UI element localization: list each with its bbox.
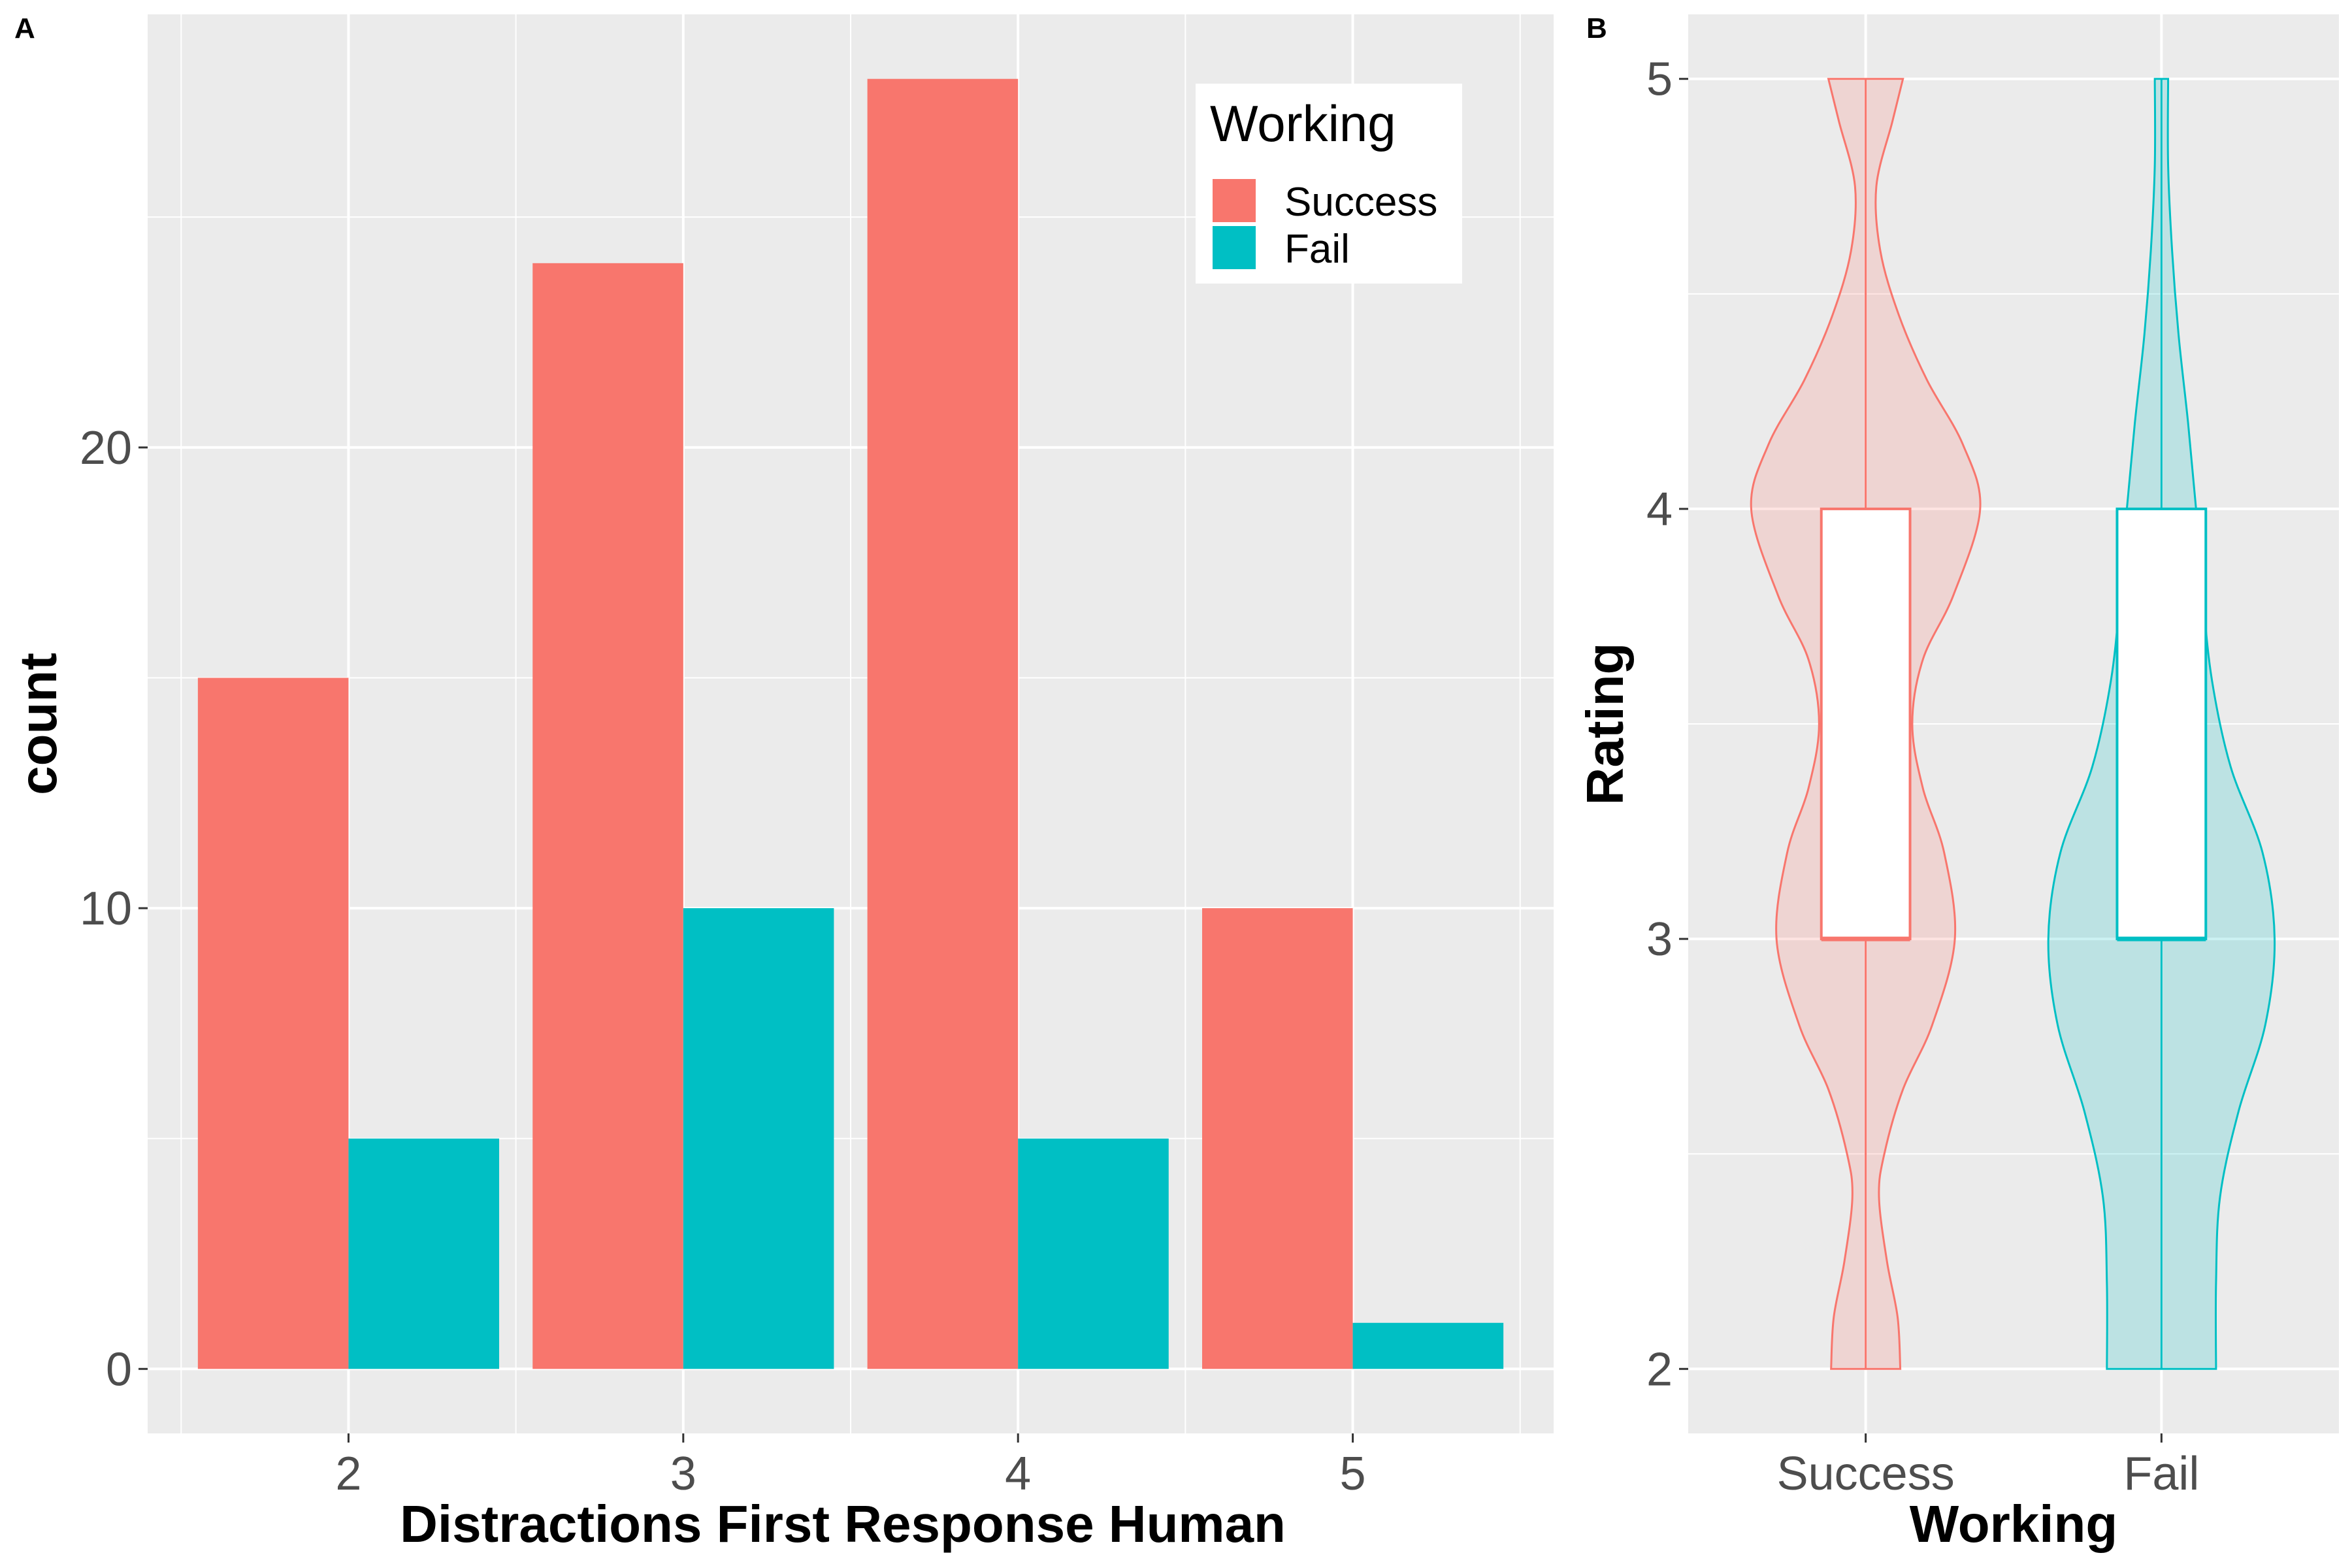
legend: Working Success Fail: [1196, 84, 1462, 284]
bar-fail-3: [683, 908, 834, 1369]
panel-b-x-ticks: Success Fail: [1777, 1433, 2199, 1500]
bar-success-4: [867, 78, 1019, 1369]
panel-b-violins: [1750, 78, 2276, 1370]
y-tick-label: 2: [1646, 1343, 1673, 1396]
panel-b-tag: B: [1586, 12, 1607, 44]
panel-a-y-ticks: 0 10 20: [80, 422, 148, 1396]
panel-b-violin-chart: B 2 3 4 5 Success Fail Working Rating: [1576, 12, 2339, 1553]
panel-a-bars: [197, 78, 1504, 1369]
x-tick-label: 2: [335, 1448, 361, 1500]
panel-b-x-axis-title: Working: [1910, 1495, 2118, 1553]
panel-a-x-axis-title: Distractions First Response Human: [400, 1495, 1286, 1553]
x-tick-label: Success: [1777, 1448, 1955, 1500]
legend-swatch-fail: [1213, 226, 1256, 269]
x-tick-label: 4: [1005, 1448, 1031, 1500]
panel-b-y-ticks: 2 3 4 5: [1646, 54, 1688, 1396]
bar-fail-5: [1352, 1322, 1504, 1369]
x-tick-label: 3: [670, 1448, 696, 1500]
panel-b-y-axis-title: Rating: [1576, 643, 1634, 806]
box-fail: [2115, 507, 2208, 941]
bar-success-2: [197, 678, 349, 1369]
panel-a-x-ticks: 2 3 4 5: [335, 1433, 1366, 1500]
panel-a-bar-chart: A 0 10 20 2 3 4 5 Distractions First Response…: [9, 12, 1554, 1553]
y-tick-label: 0: [106, 1343, 132, 1396]
legend-label-fail: Fail: [1284, 227, 1350, 272]
y-tick-label: 20: [80, 422, 132, 474]
y-tick-label: 10: [80, 883, 132, 935]
legend-swatch-success: [1213, 179, 1256, 222]
legend-title: Working: [1210, 95, 1396, 152]
bar-fail-4: [1018, 1138, 1169, 1369]
y-tick-label: 5: [1646, 54, 1673, 106]
x-tick-label: Fail: [2123, 1448, 2199, 1500]
legend-label-success: Success: [1284, 180, 1437, 225]
bar-fail-2: [348, 1138, 499, 1369]
panel-a-y-axis-title: count: [9, 653, 67, 795]
y-tick-label: 4: [1646, 483, 1673, 536]
bar-success-3: [532, 263, 683, 1369]
box-success: [1820, 507, 1912, 941]
bar-success-5: [1202, 908, 1353, 1369]
y-tick-label: 3: [1646, 913, 1673, 966]
panel-a-tag: A: [14, 12, 35, 44]
x-tick-label: 5: [1340, 1448, 1366, 1500]
